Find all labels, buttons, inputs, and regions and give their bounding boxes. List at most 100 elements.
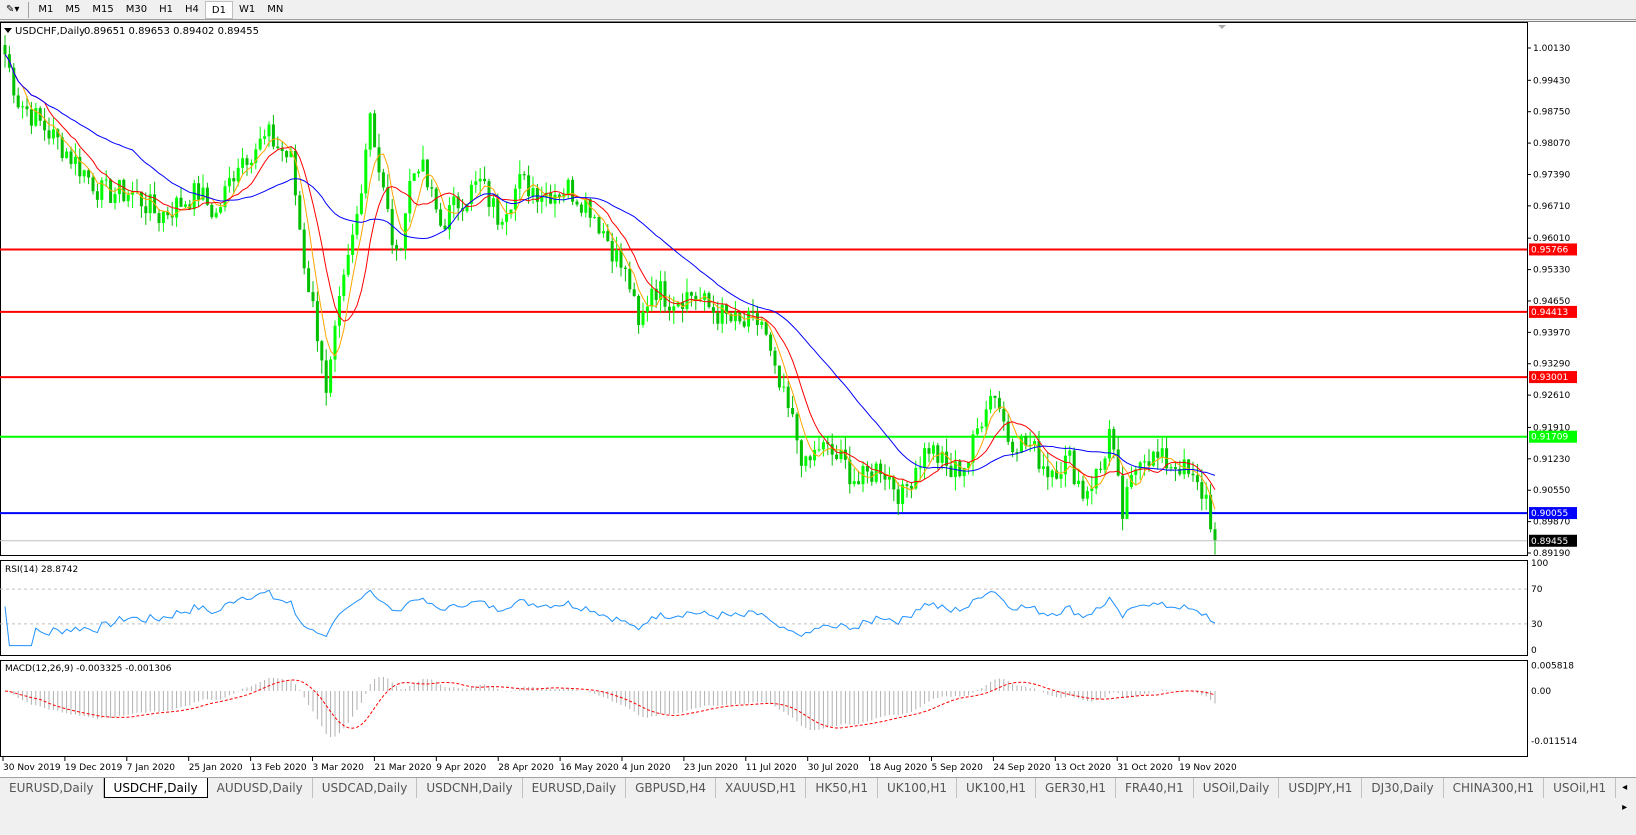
candle-body bbox=[342, 274, 346, 297]
chart-tab[interactable]: USDCNH,Daily bbox=[417, 778, 523, 798]
price-tick-label: 0.96710 bbox=[1533, 202, 1570, 212]
candle-body bbox=[628, 268, 632, 290]
price-tick-label: 0.99430 bbox=[1533, 76, 1570, 86]
time-label: 5 Sep 2020 bbox=[932, 763, 984, 773]
chart-tab[interactable]: DJ30,Daily bbox=[1362, 778, 1444, 798]
chart-tab[interactable]: UK100,H1 bbox=[957, 778, 1037, 798]
candle-body bbox=[434, 188, 438, 210]
candle-body bbox=[874, 463, 878, 482]
candle-body bbox=[91, 177, 95, 192]
candle-body bbox=[232, 178, 236, 182]
candle-body bbox=[892, 476, 896, 490]
chart-tab[interactable]: AUDUSD,Daily bbox=[208, 778, 313, 798]
candle-body bbox=[513, 188, 517, 210]
candle-body bbox=[373, 113, 377, 148]
chart-tab[interactable]: CHINA300,H1 bbox=[1444, 778, 1545, 798]
candle-body bbox=[720, 304, 724, 324]
chart-tab[interactable]: USDCHF,Daily bbox=[103, 778, 208, 798]
chart-tab[interactable]: USDJPY,H1 bbox=[1279, 778, 1363, 798]
timeframe-w1[interactable]: W1 bbox=[238, 3, 256, 15]
candle-body bbox=[95, 191, 99, 200]
timeframe-m15[interactable]: M15 bbox=[92, 3, 114, 15]
candle-body bbox=[285, 151, 289, 158]
candle-body bbox=[848, 459, 852, 485]
candle-body bbox=[914, 467, 918, 489]
candle-body bbox=[131, 191, 135, 195]
candle-body bbox=[29, 109, 33, 126]
timeframe-m30[interactable]: M30 bbox=[125, 3, 148, 15]
candle-body bbox=[452, 196, 456, 206]
candle-body bbox=[1037, 441, 1041, 469]
candle-body bbox=[623, 267, 627, 269]
candle-body bbox=[971, 434, 975, 463]
chart-tab[interactable]: GER30,H1 bbox=[1036, 778, 1116, 798]
candle-body bbox=[1116, 449, 1120, 476]
candle-body bbox=[1103, 458, 1107, 470]
candle-body bbox=[241, 158, 245, 168]
macd-label: MACD(12,26,9) -0.003325 -0.001306 bbox=[5, 664, 172, 674]
chart-tab[interactable]: USOil,Daily bbox=[1194, 778, 1280, 798]
candle-body bbox=[694, 295, 698, 301]
candle-body bbox=[905, 484, 909, 486]
candle-body bbox=[593, 217, 597, 219]
candle-body bbox=[25, 106, 29, 110]
candle-body bbox=[989, 396, 993, 410]
candle-body bbox=[799, 440, 803, 466]
chart-tab[interactable]: GBPUSD,H4 bbox=[626, 778, 716, 798]
candle-body bbox=[1085, 491, 1089, 499]
timeframe-d1[interactable]: D1 bbox=[204, 0, 233, 19]
candle-body bbox=[742, 321, 746, 327]
candle-body bbox=[439, 209, 443, 226]
candle-body bbox=[641, 311, 645, 325]
candle-body bbox=[773, 350, 777, 366]
chart-tab[interactable]: EURUSD,Daily bbox=[0, 778, 104, 798]
timeframe-mn[interactable]: MN bbox=[267, 3, 284, 15]
candle-body bbox=[337, 296, 341, 326]
chart-window[interactable]: 1.00130 0.99430 0.98750 0.98070 0.97390 0.967… bbox=[0, 21, 1636, 777]
chart-tab[interactable]: USOil,H1 bbox=[1544, 778, 1617, 798]
timeframe-m5[interactable]: M5 bbox=[65, 3, 81, 15]
candle-body bbox=[606, 231, 610, 242]
chart-tab[interactable]: XAUUSD,H1 bbox=[716, 778, 807, 798]
candle-body bbox=[654, 288, 658, 300]
tab-scroll-arrows[interactable]: ◂ ▸ bbox=[1622, 782, 1628, 813]
macd-signal-line bbox=[4, 679, 1216, 729]
chart-canvas[interactable]: 1.00130 0.99430 0.98750 0.98070 0.97390 0.967… bbox=[0, 22, 1636, 778]
candle-body bbox=[839, 449, 843, 459]
candle-body bbox=[333, 325, 337, 360]
time-label: 24 Sep 2020 bbox=[993, 763, 1050, 773]
candle-body bbox=[887, 476, 891, 480]
candle-body bbox=[1002, 409, 1006, 422]
time-label: 31 Oct 2020 bbox=[1117, 763, 1173, 773]
price-level-badge bbox=[1529, 305, 1577, 318]
chart-tab[interactable]: EURUSD,Daily bbox=[523, 778, 627, 798]
timeframe-m1[interactable]: M1 bbox=[38, 3, 54, 15]
candle-body bbox=[782, 386, 786, 388]
price-tick-label: 0.95330 bbox=[1533, 266, 1570, 276]
candle-body bbox=[104, 179, 108, 181]
chart-tab[interactable]: UK100,H1 bbox=[878, 778, 957, 798]
chart-tab[interactable]: USDCAD,Daily bbox=[313, 778, 418, 798]
candle-body bbox=[821, 442, 825, 450]
timeframe-h1[interactable]: H1 bbox=[159, 3, 174, 15]
draw-tool-icon[interactable]: ✎▾ bbox=[6, 3, 20, 15]
candle-body bbox=[843, 449, 847, 460]
moving-average-10 bbox=[4, 53, 1216, 491]
candle-body bbox=[359, 193, 363, 215]
candle-body bbox=[659, 281, 663, 300]
collapse-arrow-icon[interactable] bbox=[4, 28, 12, 33]
candle-body bbox=[443, 225, 447, 230]
candle-body bbox=[1006, 421, 1010, 442]
candle-body bbox=[1138, 462, 1142, 470]
candle-body bbox=[1041, 466, 1045, 469]
price-tick-label: 0.91230 bbox=[1533, 455, 1570, 465]
candle-body bbox=[219, 207, 223, 213]
candle-body bbox=[637, 295, 641, 325]
price-tick-label: 0.93970 bbox=[1533, 328, 1570, 338]
chart-tab[interactable]: FRA40,H1 bbox=[1116, 778, 1194, 798]
candle-body bbox=[78, 156, 82, 177]
candle-body bbox=[1090, 488, 1094, 492]
candle-body bbox=[315, 301, 319, 342]
timeframe-h4[interactable]: H4 bbox=[185, 3, 199, 15]
chart-tab[interactable]: HK50,H1 bbox=[806, 778, 878, 798]
